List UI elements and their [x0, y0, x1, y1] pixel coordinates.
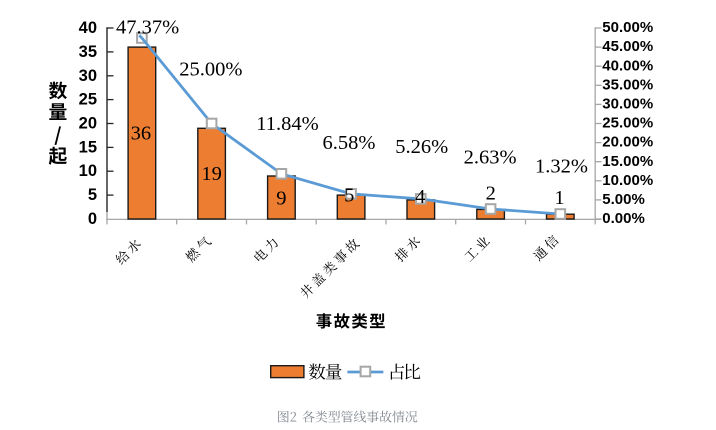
svg-text:36: 36: [131, 123, 152, 145]
svg-text:5: 5: [344, 184, 354, 206]
svg-text:50.00%: 50.00%: [602, 19, 653, 36]
svg-text:6.58%: 6.58%: [323, 132, 376, 154]
svg-text:5.26%: 5.26%: [395, 136, 448, 158]
svg-text:25.00%: 25.00%: [179, 59, 242, 81]
svg-text:10.00%: 10.00%: [602, 172, 653, 189]
svg-text:0: 0: [88, 210, 97, 228]
svg-text:1.32%: 1.32%: [535, 156, 588, 178]
svg-text:47.37%: 47.37%: [116, 17, 179, 39]
svg-text:20.00%: 20.00%: [602, 134, 653, 151]
svg-text:4: 4: [415, 186, 425, 208]
svg-text:25.00%: 25.00%: [602, 115, 653, 132]
svg-text:5.00%: 5.00%: [602, 191, 645, 208]
svg-text:15.00%: 15.00%: [602, 153, 653, 170]
svg-text:19: 19: [201, 163, 222, 185]
svg-text:15: 15: [79, 138, 97, 156]
svg-text:0.00%: 0.00%: [602, 210, 645, 227]
svg-text:45.00%: 45.00%: [602, 38, 653, 55]
svg-text:5: 5: [88, 186, 97, 204]
svg-text:25: 25: [79, 91, 97, 109]
svg-text:30: 30: [79, 67, 97, 85]
svg-text:10: 10: [79, 162, 97, 180]
svg-text:35: 35: [79, 43, 97, 61]
svg-text:11.84%: 11.84%: [256, 113, 318, 135]
svg-text:2.63%: 2.63%: [464, 146, 517, 168]
svg-text:20: 20: [79, 115, 97, 133]
svg-text:40.00%: 40.00%: [602, 57, 653, 74]
svg-text:30.00%: 30.00%: [602, 96, 653, 113]
svg-text:1: 1: [554, 187, 564, 209]
svg-text:2: 2: [486, 183, 496, 205]
svg-text:9: 9: [276, 188, 286, 210]
svg-text:40: 40: [79, 19, 97, 37]
svg-text:35.00%: 35.00%: [602, 76, 653, 93]
